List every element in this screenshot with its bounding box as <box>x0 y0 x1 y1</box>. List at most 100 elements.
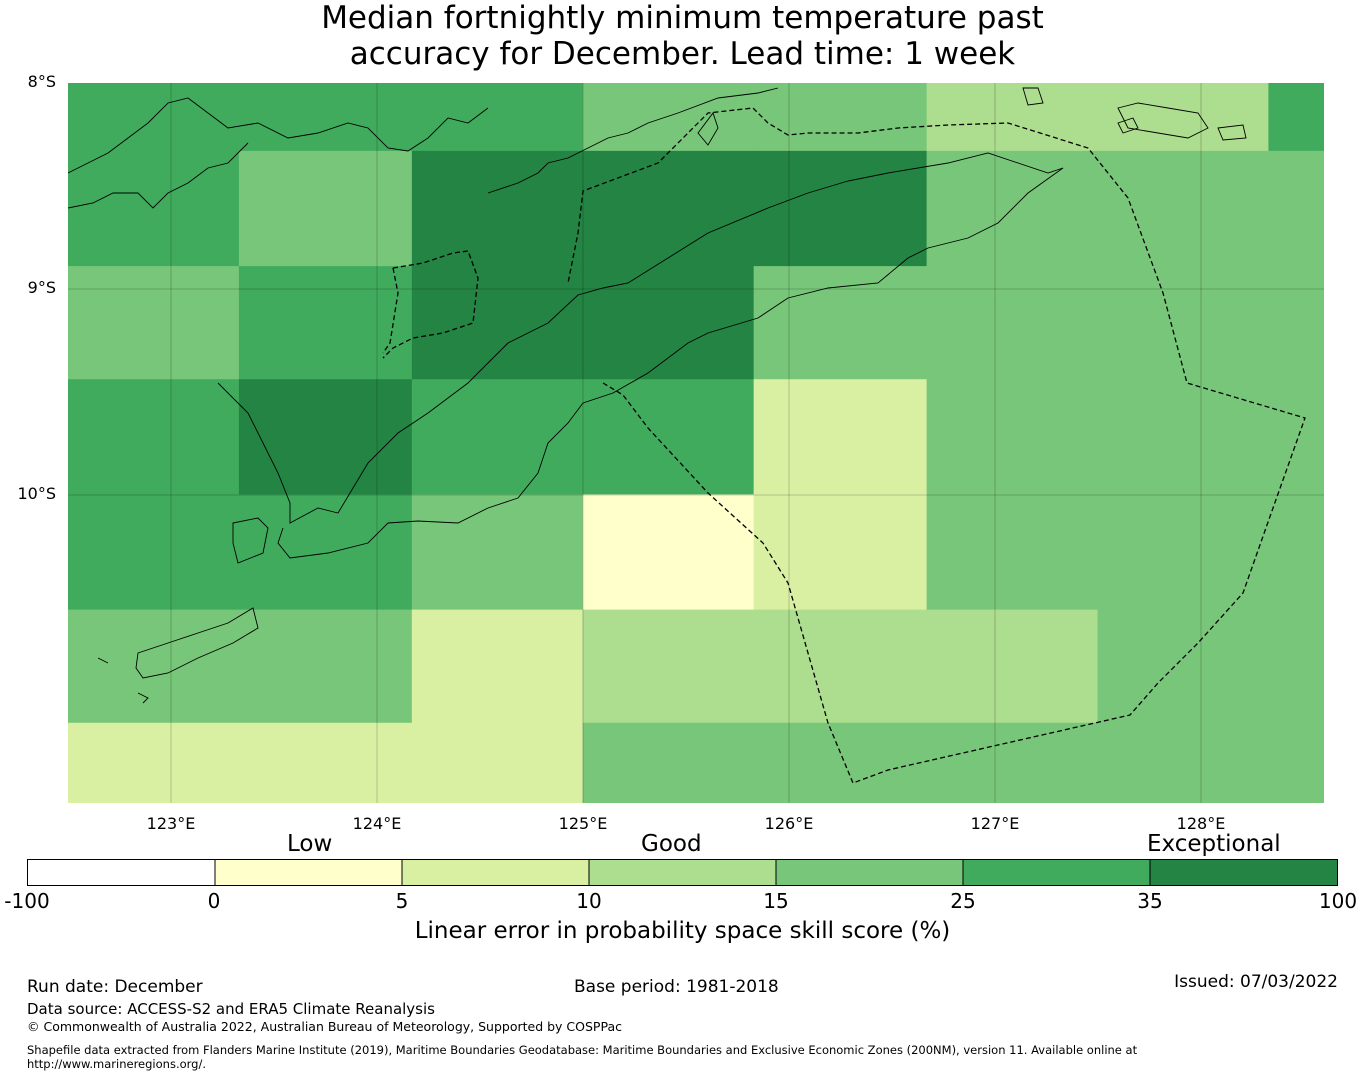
heatmap-cell <box>238 83 413 152</box>
heatmap-cell <box>1268 609 1324 724</box>
colorbar-title: Linear error in probability space skill … <box>414 918 951 944</box>
colorbar-segment <box>589 860 777 885</box>
heatmap-cell <box>582 494 755 611</box>
heatmap-cell <box>753 83 928 152</box>
heatmap-cell <box>582 722 755 803</box>
lon-label-125e: 125°E <box>558 814 608 833</box>
issued-date: Issued: 07/03/2022 <box>1174 972 1338 992</box>
heatmap-cell <box>926 722 1099 803</box>
colorbar-segment <box>28 860 216 885</box>
lat-label-10s: 10°S <box>17 484 56 503</box>
heatmap-cell <box>582 609 755 724</box>
heatmap-cell <box>1268 722 1324 803</box>
heatmap-cell <box>238 609 413 724</box>
heatmap-cell <box>926 494 1099 611</box>
wetar-coastline <box>1117 102 1209 139</box>
title-line-2: accuracy for December. Lead time: 1 week <box>349 36 1016 72</box>
heatmap-cell <box>238 494 413 611</box>
heatmap-cell <box>238 150 413 267</box>
heatmap-cell <box>411 150 584 267</box>
heatmap-cell <box>411 379 584 495</box>
heatmap-cell <box>926 379 1099 495</box>
heatmap-cell <box>926 266 1099 380</box>
oecusse-boundary <box>382 250 479 359</box>
colorbar-segment <box>402 860 590 885</box>
run-date: Run date: December <box>27 977 203 997</box>
boundary-lines <box>382 107 1306 784</box>
heatmap-cell <box>1097 266 1269 380</box>
legend-colorbar <box>27 859 1338 886</box>
heatmap-cell <box>1268 266 1324 380</box>
heatmap-cell <box>411 609 584 724</box>
heatmap-cell <box>1097 494 1269 611</box>
copyright: © Commonwealth of Australia 2022, Austra… <box>27 1019 622 1034</box>
alor-coast-west <box>68 142 249 209</box>
heatmap-cell <box>1097 150 1269 267</box>
tick-label: 15 <box>763 889 789 913</box>
heatmap-cell <box>753 494 928 611</box>
heatmap-cell <box>68 609 240 724</box>
heatmap-cell <box>238 722 413 803</box>
graticule <box>68 83 1324 803</box>
shapefile-credit-line-1: Shapefile data extracted from Flanders M… <box>27 1043 1138 1057</box>
heatmap-cell <box>582 83 755 152</box>
leti-islet <box>1117 117 1139 134</box>
heatmap-cell <box>582 379 755 495</box>
heatmap-cell <box>753 609 928 724</box>
heatmap-cell <box>1097 83 1269 152</box>
atauro-island <box>697 112 719 146</box>
tick-label: 0 <box>207 889 221 913</box>
heatmap-cell <box>238 379 413 495</box>
heatmap-cell <box>1268 379 1324 495</box>
coastlines <box>68 87 1247 704</box>
category-exceptional: Exceptional <box>1147 831 1281 857</box>
heatmap-cell <box>1268 83 1324 152</box>
heatmap-cell <box>1268 494 1324 611</box>
skill-score-map <box>68 83 1324 803</box>
map-title: Median fortnightly minimum temperature p… <box>0 0 1365 72</box>
data-source: Data source: ACCESS-S2 and ERA5 Climate … <box>27 1000 435 1018</box>
heatmap-cell <box>68 379 240 495</box>
heatmap-cell <box>1097 379 1269 495</box>
colorbar-segment <box>1150 860 1337 885</box>
colorbar-segment <box>776 860 964 885</box>
lat-label-8s: 8°S <box>27 72 56 91</box>
base-period: Base period: 1981-2018 <box>574 977 779 997</box>
heatmap-cell <box>926 83 1099 152</box>
tick-label: -100 <box>4 889 50 913</box>
colorbar-segment <box>215 860 403 885</box>
heatmap-cell <box>238 266 413 380</box>
heatmap-cell <box>753 722 928 803</box>
timor-coastline <box>217 152 1064 559</box>
lon-label-128e: 128°E <box>1176 814 1226 833</box>
heatmap-cell <box>582 266 755 380</box>
category-good: Good <box>641 831 702 857</box>
category-low: Low <box>287 831 333 857</box>
heatmap-cell <box>1268 150 1324 267</box>
heatmap-cell <box>68 494 240 611</box>
timor-land-boundary <box>382 267 399 354</box>
heatmap-cell <box>411 494 584 611</box>
eez-boundary <box>567 107 1306 784</box>
heatmap-cell <box>411 722 584 803</box>
lon-label-126e: 126°E <box>764 814 814 833</box>
heatmap-cell <box>68 266 240 380</box>
lon-label-124e: 124°E <box>352 814 402 833</box>
tick-label: 35 <box>1137 889 1163 913</box>
sawu-small-islets <box>97 657 149 704</box>
heatmap-cell <box>1097 609 1269 724</box>
tick-label: 100 <box>1318 889 1358 913</box>
shapefile-credit-line-2: http://www.marineregions.org/. <box>27 1057 206 1071</box>
colorbar-segment <box>963 860 1151 885</box>
lon-label-123e: 123°E <box>146 814 196 833</box>
tick-label: 10 <box>576 889 602 913</box>
lon-label-127e: 127°E <box>970 814 1020 833</box>
heatmap-cell <box>411 266 584 380</box>
heatmap-cell <box>68 150 240 267</box>
lat-label-9s: 9°S <box>27 278 56 297</box>
tick-label: 25 <box>950 889 976 913</box>
heatmap-cell <box>582 150 755 267</box>
heatmap-cell <box>753 266 928 380</box>
heatmap-cell <box>926 609 1099 724</box>
kisar-islet <box>1217 124 1247 141</box>
